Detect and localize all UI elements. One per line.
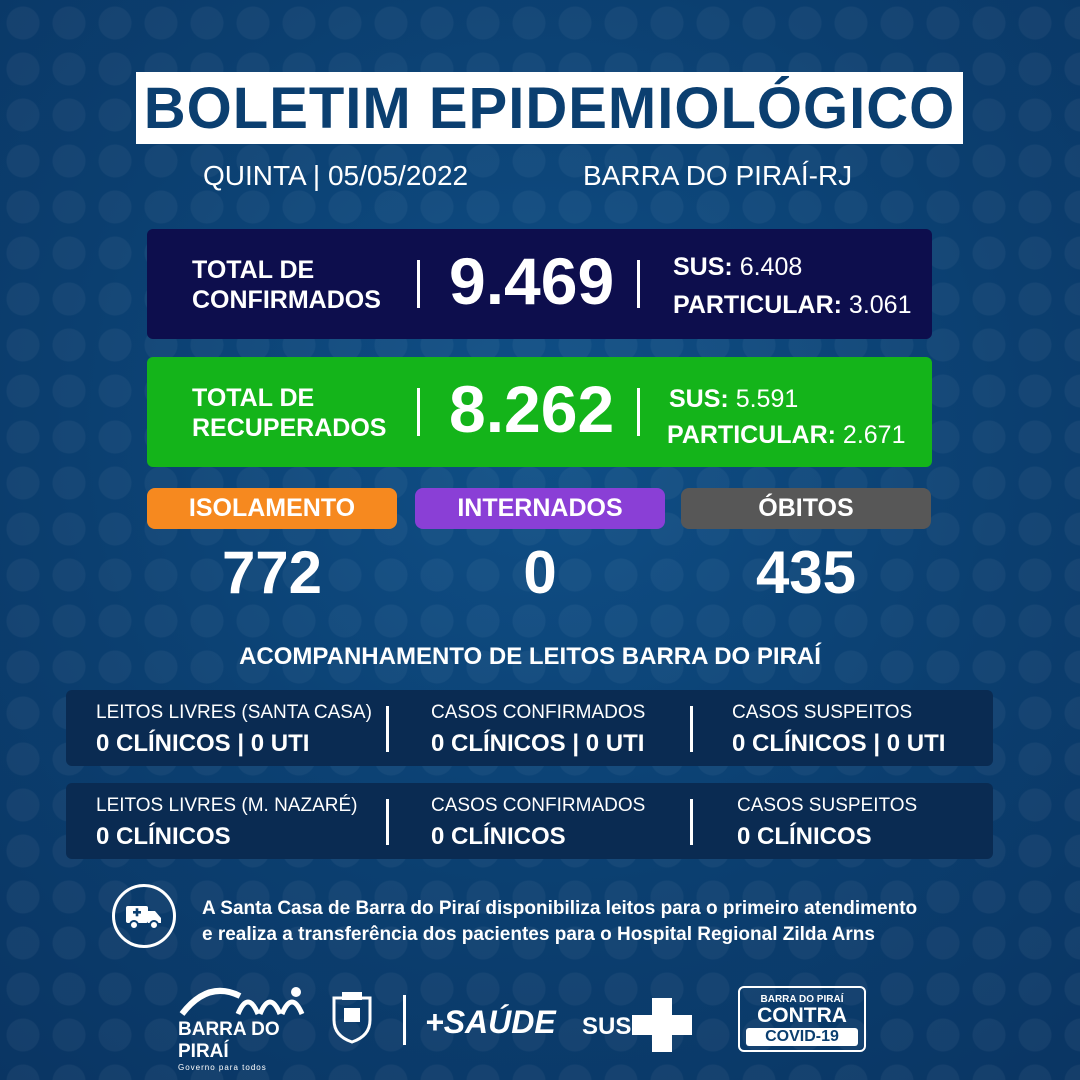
beds-row-santa-casa: LEITOS LIVRES (SANTA CASA) 0 CLÍNICOS | … bbox=[66, 690, 993, 766]
private-label: PARTICULAR: bbox=[673, 291, 842, 319]
confirmed-card: TOTAL DE CONFIRMADOS 9.469 SUS: 6.408 PA… bbox=[147, 229, 932, 339]
beds-cell-header: LEITOS LIVRES (M. NAZARÉ) bbox=[96, 795, 358, 816]
confirmed-sus: SUS: 6.408 bbox=[673, 253, 802, 282]
beds-cell-value: 0 CLÍNICOS bbox=[737, 823, 872, 850]
info-note-line1: A Santa Casa de Barra do Piraí disponibi… bbox=[202, 898, 918, 919]
info-note-line2: e realiza a transferência dos pacientes … bbox=[202, 924, 875, 945]
campaign-logo-top: BARRA DO PIRAÍ bbox=[760, 994, 844, 1005]
page-title: BOLETIM EPIDEMIOLÓGICO bbox=[136, 72, 963, 144]
beds-cell-value: 0 CLÍNICOS | 0 UTI bbox=[732, 730, 946, 757]
sus-label: SUS: bbox=[673, 253, 733, 281]
divider bbox=[417, 260, 420, 308]
confirmed-private: PARTICULAR: 3.061 bbox=[673, 291, 911, 320]
ambulance-icon bbox=[112, 884, 176, 948]
recovered-private: PARTICULAR: 2.671 bbox=[667, 421, 905, 450]
beds-cell-header: CASOS SUSPEITOS bbox=[732, 702, 913, 723]
sus-logo-text: SUS bbox=[582, 1013, 632, 1040]
recovered-card: TOTAL DE RECUPERADOS 8.262 SUS: 5.591 PA… bbox=[147, 357, 932, 467]
sus-cross-icon bbox=[630, 996, 694, 1054]
hospitalized-value: 0 bbox=[523, 539, 557, 606]
isolation-value: 772 bbox=[221, 539, 323, 606]
city-coat-of-arms-icon bbox=[328, 990, 376, 1044]
private-label: PARTICULAR: bbox=[667, 421, 836, 449]
beds-section-title: ACOMPANHAMENTO DE LEITOS BARRA DO PIRAÍ bbox=[239, 643, 821, 670]
footer-divider bbox=[403, 995, 406, 1045]
beds-cell-header: CASOS CONFIRMADOS bbox=[431, 795, 646, 816]
beds-cell-value: 0 CLÍNICOS | 0 UTI bbox=[431, 730, 645, 757]
beds-cell-value: 0 CLÍNICOS | 0 UTI bbox=[96, 730, 310, 757]
info-note: A Santa Casa de Barra do Piraí disponibi… bbox=[202, 896, 917, 948]
deaths-value: 435 bbox=[755, 539, 857, 606]
divider bbox=[690, 799, 693, 845]
campaign-logo: BARRA DO PIRAÍ CONTRA COVID-19 bbox=[738, 986, 866, 1052]
campaign-logo-middle: CONTRA bbox=[757, 1004, 847, 1027]
city-logo: BARRA DO PIRAÍ Governo para todos bbox=[178, 980, 318, 1072]
page-title-text: BOLETIM EPIDEMIOLÓGICO bbox=[143, 75, 956, 141]
beds-cell-header: LEITOS LIVRES (SANTA CASA) bbox=[96, 702, 372, 723]
campaign-logo-bottom: COVID-19 bbox=[746, 1028, 858, 1046]
divider bbox=[690, 706, 693, 752]
divider bbox=[386, 706, 389, 752]
hospitalized-badge: INTERNADOS bbox=[415, 488, 665, 529]
confirmed-label-line2: CONFIRMADOS bbox=[192, 286, 381, 314]
report-city: BARRA DO PIRAÍ-RJ bbox=[583, 160, 853, 191]
confirmed-label: TOTAL DE CONFIRMADOS bbox=[192, 255, 381, 315]
sus-value: 6.408 bbox=[739, 253, 803, 281]
sus-value: 5.591 bbox=[735, 385, 799, 413]
saude-logo: +SAÚDE bbox=[425, 1004, 556, 1040]
beds-cell-header: CASOS CONFIRMADOS bbox=[431, 702, 646, 723]
confirmed-total: 9.469 bbox=[449, 244, 615, 318]
isolation-badge: ISOLAMENTO bbox=[147, 488, 397, 529]
divider bbox=[637, 388, 640, 436]
confirmed-label-line1: TOTAL DE bbox=[192, 256, 315, 284]
private-value: 3.061 bbox=[848, 291, 912, 319]
recovered-total: 8.262 bbox=[449, 372, 615, 446]
divider bbox=[386, 799, 389, 845]
beds-cell-value: 0 CLÍNICOS bbox=[96, 823, 231, 850]
beds-cell-header: CASOS SUSPEITOS bbox=[737, 795, 918, 816]
recovered-label-line1: TOTAL DE bbox=[192, 384, 315, 412]
divider bbox=[417, 388, 420, 436]
beds-row-m-nazare: LEITOS LIVRES (M. NAZARÉ) 0 CLÍNICOS CAS… bbox=[66, 783, 993, 859]
deaths-badge: ÓBITOS bbox=[681, 488, 931, 529]
city-logo-arches-icon bbox=[179, 987, 305, 1016]
city-logo-text: BARRA DO PIRAÍ bbox=[178, 1019, 280, 1062]
sus-label: SUS: bbox=[669, 385, 729, 413]
private-value: 2.671 bbox=[842, 421, 906, 449]
city-logo-slogan: Governo para todos bbox=[178, 1063, 267, 1072]
recovered-label-line2: RECUPERADOS bbox=[192, 414, 387, 442]
divider bbox=[637, 260, 640, 308]
report-date: QUINTA | 05/05/2022 bbox=[203, 160, 469, 191]
beds-cell-value: 0 CLÍNICOS bbox=[431, 823, 566, 850]
recovered-label: TOTAL DE RECUPERADOS bbox=[192, 383, 386, 443]
recovered-sus: SUS: 5.591 bbox=[669, 385, 798, 414]
